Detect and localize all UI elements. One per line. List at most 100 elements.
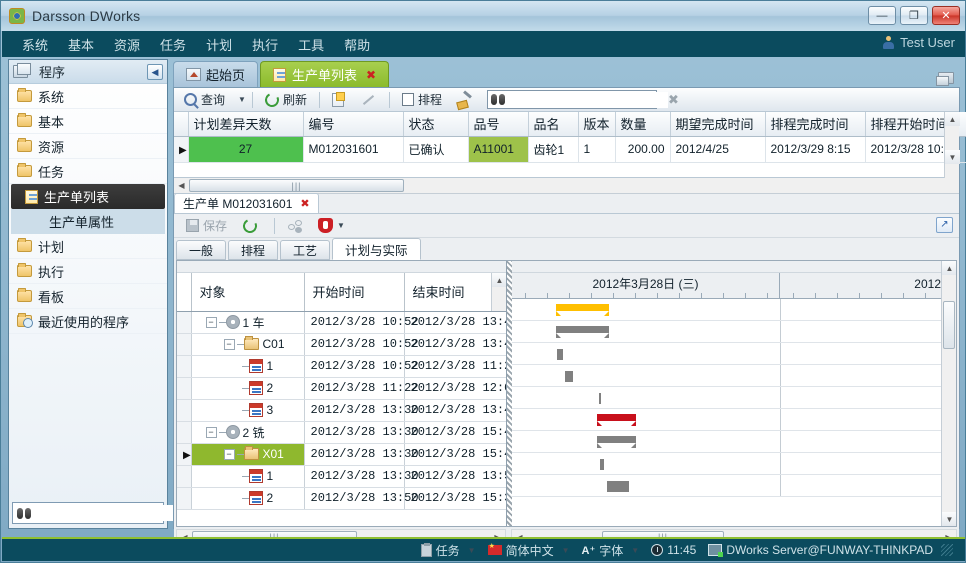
maximize-button[interactable]: ❐: [900, 6, 928, 25]
gantt-bar-row[interactable]: [512, 387, 956, 409]
gantt-bar-row[interactable]: [512, 343, 956, 365]
gantt-task-bar[interactable]: [599, 393, 601, 404]
sidebar-item-resource[interactable]: 资源: [9, 134, 167, 159]
popout-icon[interactable]: ↗: [936, 217, 953, 233]
minimize-button[interactable]: —: [868, 6, 896, 25]
menu-item-resource[interactable]: 资源: [114, 37, 141, 53]
chevron-left-icon[interactable]: ◀: [147, 64, 163, 80]
gantt-task-bar[interactable]: [557, 349, 563, 360]
menu-item-help[interactable]: 帮助: [344, 37, 371, 53]
expander-icon[interactable]: −: [205, 426, 217, 438]
menu-item-plan[interactable]: 计划: [206, 37, 233, 53]
save-button[interactable]: 保存: [180, 215, 233, 236]
table-row[interactable]: 1 2012/3/28 13:30 2012/3/28 13:50: [177, 465, 506, 488]
gantt-summary-bar[interactable]: [556, 304, 609, 316]
clear-button[interactable]: [451, 91, 480, 109]
gantt-splitter[interactable]: [507, 261, 512, 526]
gantt-bar-row[interactable]: [512, 431, 956, 453]
list-search-input[interactable]: [508, 91, 668, 108]
table-row[interactable]: ▶ 27 M012031601 已确认 A11001 齿轮1 1 200.00 …: [174, 136, 966, 163]
gantt-task-bar[interactable]: [600, 459, 604, 470]
column-header-expected-finish[interactable]: 期望完成时间: [670, 112, 766, 137]
column-header-number[interactable]: 编号: [303, 112, 404, 137]
tree-structure-button[interactable]: [282, 217, 308, 234]
grid-horizontal-scrollbar[interactable]: ◀ |||: [174, 178, 959, 194]
scroll-down-icon[interactable]: ▼: [942, 512, 956, 526]
table-row[interactable]: 1 2012/3/28 10:52 2012/3/28 11:22: [177, 355, 506, 378]
chevron-down-icon[interactable]: ▼: [238, 95, 246, 104]
sidebar-item-execute[interactable]: 执行: [9, 259, 167, 284]
detail-refresh-button[interactable]: [237, 216, 267, 235]
gantt-task-bar[interactable]: [565, 371, 573, 382]
status-font[interactable]: A⁺ 字体 ▼: [578, 542, 644, 559]
menu-item-task[interactable]: 任务: [160, 37, 187, 53]
resize-grip-icon[interactable]: [941, 544, 953, 556]
gantt-vertical-scrollbar[interactable]: ▲ ▼: [941, 261, 956, 526]
sidebar-search-input[interactable]: [35, 505, 194, 521]
tab-production-order-list[interactable]: 生产单列表 ✖: [260, 61, 390, 87]
column-header-item-name[interactable]: 品名: [528, 112, 579, 137]
hscroll-thumb[interactable]: |||: [189, 179, 404, 192]
gantt-bar-row[interactable]: [512, 475, 956, 497]
table-row[interactable]: − 2 铣 2012/3/28 13:30 2012/3/28 15:40: [177, 421, 506, 444]
scroll-up-icon[interactable]: ▲: [945, 112, 960, 126]
menu-item-system[interactable]: 系统: [22, 37, 49, 53]
chevron-down-icon[interactable]: ▼: [561, 545, 570, 555]
current-user[interactable]: Test User: [882, 35, 955, 50]
sidebar-item-basic[interactable]: 基本: [9, 109, 167, 134]
gantt-column-end[interactable]: 结束时间: [404, 273, 506, 312]
expander-icon[interactable]: −: [205, 316, 217, 328]
hscroll-left-icon[interactable]: ◀: [178, 181, 185, 190]
gantt-bar-row[interactable]: [512, 453, 956, 475]
sidebar-item-production-order-properties[interactable]: 生产单属性: [11, 209, 165, 234]
expander-icon[interactable]: −: [223, 338, 235, 350]
schedule-button[interactable]: 排程: [396, 89, 448, 110]
table-row-selected[interactable]: ▶ − X01: [177, 443, 506, 466]
refresh-button[interactable]: 刷新: [259, 89, 313, 110]
close-icon[interactable]: ✖: [300, 198, 310, 210]
column-header-version[interactable]: 版本: [578, 112, 616, 137]
chevron-down-icon[interactable]: ▼: [631, 545, 640, 555]
query-button[interactable]: 查询: [178, 89, 231, 110]
scroll-up-icon[interactable]: ▲: [492, 273, 506, 287]
gantt-bar-row[interactable]: [512, 299, 956, 321]
gantt-bar-row[interactable]: [512, 409, 956, 431]
column-header-status[interactable]: 状态: [403, 112, 469, 137]
table-row[interactable]: 2 2012/3/28 13:50 2012/3/28 15:30: [177, 487, 506, 510]
close-button[interactable]: ✕: [932, 6, 960, 25]
gantt-column-object[interactable]: 对象: [191, 273, 305, 312]
restore-window-icon[interactable]: [936, 72, 954, 86]
menu-item-basic[interactable]: 基本: [68, 37, 95, 53]
table-row[interactable]: 2 2012/3/28 11:22 2012/3/28 12:00: [177, 377, 506, 400]
expander-icon[interactable]: −: [223, 448, 235, 460]
table-row[interactable]: − C01 2012/3/28 10:52 2012/3/28 13:40: [177, 333, 506, 356]
status-task[interactable]: 任务 ▼: [417, 542, 480, 559]
menu-item-execute[interactable]: 执行: [252, 37, 279, 53]
column-header-scheduled-finish[interactable]: 排程完成时间: [765, 112, 866, 137]
edit-button[interactable]: [355, 91, 383, 109]
sidebar-search[interactable]: ✖: [12, 502, 205, 524]
tab-plan-vs-actual[interactable]: 计划与实际: [332, 238, 421, 260]
gantt-column-start[interactable]: 开始时间: [304, 273, 405, 312]
column-header-item-no[interactable]: 品号: [468, 112, 529, 137]
column-header-plan-diff-days[interactable]: 计划差异天数: [188, 112, 304, 137]
chevron-down-icon[interactable]: ▼: [467, 545, 476, 555]
sidebar-item-production-order-list[interactable]: 生产单列表: [11, 184, 165, 209]
scroll-up-icon[interactable]: ▲: [942, 261, 956, 275]
gantt-bar-row[interactable]: [512, 321, 956, 343]
column-header-quantity[interactable]: 数量: [615, 112, 671, 137]
tab-start-page[interactable]: 起始页: [173, 61, 259, 87]
new-button[interactable]: [326, 91, 352, 109]
sidebar-item-kanban[interactable]: 看板: [9, 284, 167, 309]
menu-item-tools[interactable]: 工具: [298, 37, 325, 53]
gantt-task-bar[interactable]: [607, 481, 629, 492]
shield-button[interactable]: ▼: [312, 216, 351, 235]
status-language[interactable]: 简体中文 ▼: [484, 542, 574, 559]
grid-vertical-scrollbar[interactable]: ▲ ▼: [944, 112, 960, 178]
gantt-bar-row[interactable]: [512, 365, 956, 387]
tab-general[interactable]: 一般: [176, 240, 227, 260]
tab-scheduling[interactable]: 排程: [228, 240, 279, 260]
tab-process[interactable]: 工艺: [280, 240, 331, 260]
sidebar-item-plan[interactable]: 计划: [9, 234, 167, 259]
sidebar-item-task[interactable]: 任务: [9, 159, 167, 184]
